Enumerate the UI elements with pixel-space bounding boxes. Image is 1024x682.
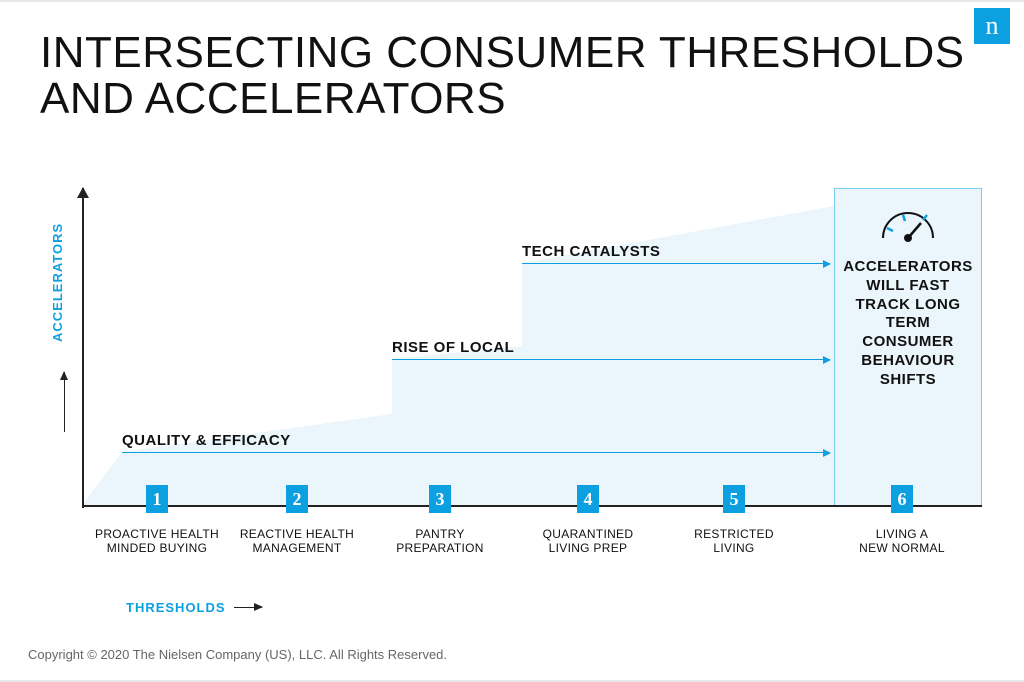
callout-line: WILL FAST xyxy=(866,277,949,294)
title-line-1: INTERSECTING CONSUMER THRESHOLDS xyxy=(40,28,965,77)
callout-text: ACCELERATORS WILL FAST TRACK LONG TERM C… xyxy=(843,258,973,389)
callout-box: ACCELERATORS WILL FAST TRACK LONG TERM C… xyxy=(834,188,982,506)
threshold-box-3: 3 xyxy=(429,485,451,513)
y-axis-arrow-icon xyxy=(64,372,65,432)
threshold-box-6: 6 xyxy=(891,485,913,513)
title-line-2: AND ACCELERATORS xyxy=(40,74,506,123)
threshold-box-4: 4 xyxy=(577,485,599,513)
threshold-box-2: 2 xyxy=(286,485,308,513)
gauge-tick xyxy=(887,228,893,231)
callout-line: BEHAVIOUR xyxy=(861,352,954,369)
x-axis-arrow-icon xyxy=(234,607,262,609)
accelerator-label-2: TECH CATALYSTS xyxy=(522,243,660,260)
threshold-label-2: REACTIVE HEALTHMANAGEMENT xyxy=(227,528,367,556)
callout-line: ACCELERATORS xyxy=(843,258,973,275)
threshold-label-6: LIVING ANEW NORMAL xyxy=(832,528,972,556)
callout-line: TERM xyxy=(886,314,931,331)
accelerator-line-1 xyxy=(392,359,830,360)
chart-area: ACCELERATORS WILL FAST TRACK LONG TERM C… xyxy=(82,188,982,508)
callout-line: TRACK LONG xyxy=(856,296,961,313)
x-axis-label: THRESHOLDS xyxy=(126,600,226,615)
threshold-box-1: 1 xyxy=(146,485,168,513)
threshold-label-1: PROACTIVE HEALTHMINDED BUYING xyxy=(87,528,227,556)
gauge-tick xyxy=(903,215,905,221)
callout-line: CONSUMER xyxy=(862,333,954,350)
page-title: INTERSECTING CONSUMER THRESHOLDS AND ACC… xyxy=(40,30,965,122)
callout-line: SHIFTS xyxy=(880,371,936,388)
threshold-label-4: QUARANTINEDLIVING PREP xyxy=(518,528,658,556)
x-axis-label-group: THRESHOLDS xyxy=(126,600,262,615)
accelerator-label-1: RISE OF LOCAL xyxy=(392,339,514,356)
threshold-label-5: RESTRICTEDLIVING xyxy=(664,528,804,556)
x-axis-line xyxy=(82,505,982,507)
gauge-needle xyxy=(908,223,921,238)
y-axis-line xyxy=(82,188,84,508)
threshold-label-3: PANTRYPREPARATION xyxy=(370,528,510,556)
gauge-tick xyxy=(923,215,927,220)
copyright-text: Copyright © 2020 The Nielsen Company (US… xyxy=(28,647,447,662)
accelerator-label-0: QUALITY & EFFICACY xyxy=(122,432,291,449)
gauge-icon xyxy=(873,203,943,243)
accelerator-line-0 xyxy=(122,452,830,453)
brand-logo: n xyxy=(974,8,1010,44)
accelerator-line-2 xyxy=(522,263,830,264)
y-axis-label: ACCELERATORS xyxy=(50,223,65,342)
threshold-box-5: 5 xyxy=(723,485,745,513)
